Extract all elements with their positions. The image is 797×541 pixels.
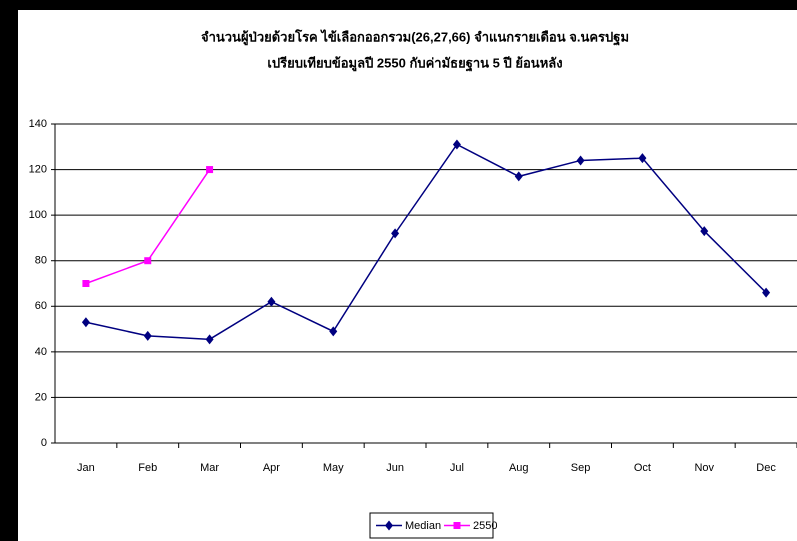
y-tick-label: 60 xyxy=(35,300,47,312)
point-marker xyxy=(82,280,90,287)
point-marker xyxy=(638,153,647,164)
x-tick-label: Mar xyxy=(200,462,219,474)
chart-background xyxy=(18,10,797,541)
chart-subtitle: เปรียบเทียบข้อมูลปี 2550 กับค่ามัธยฐาน 5… xyxy=(267,55,562,72)
legend-marker xyxy=(385,520,393,531)
point-marker xyxy=(143,330,152,341)
y-tick-label: 100 xyxy=(29,209,47,221)
x-tick-label: May xyxy=(323,462,344,474)
legend-marker xyxy=(453,522,461,529)
point-marker xyxy=(391,228,400,239)
point-marker xyxy=(452,139,461,150)
x-tick-label: Jul xyxy=(450,462,464,474)
x-tick-label: Dec xyxy=(756,462,776,474)
x-tick-label: Jun xyxy=(386,462,404,474)
point-marker xyxy=(762,287,771,298)
x-tick-label: Feb xyxy=(138,462,157,474)
legend-label: Median xyxy=(405,520,441,532)
point-marker xyxy=(206,166,214,174)
point-marker xyxy=(576,155,585,166)
x-tick-label: Jan xyxy=(77,462,95,474)
y-tick-label: 120 xyxy=(29,163,47,175)
point-marker xyxy=(205,334,214,345)
point-marker xyxy=(329,326,338,337)
legend-label: 2550 xyxy=(473,520,497,532)
chart-title: จำนวนผู้ป่วยด้วยโรค ไข้เลือกออกรวม(26,27… xyxy=(201,28,629,46)
y-tick-label: 140 xyxy=(29,118,47,130)
y-tick-label: 40 xyxy=(35,346,47,358)
point-marker xyxy=(700,226,709,237)
point-marker xyxy=(514,171,523,182)
point-marker xyxy=(144,257,152,265)
y-tick-label: 20 xyxy=(35,391,47,403)
point-marker xyxy=(267,296,276,307)
x-tick-label: Oct xyxy=(634,462,651,474)
x-tick-label: Sep xyxy=(571,462,591,474)
series-line xyxy=(85,143,767,341)
x-tick-label: Apr xyxy=(263,462,280,474)
x-tick-label: Aug xyxy=(509,462,529,474)
point-marker xyxy=(81,317,90,328)
y-tick-label: 0 xyxy=(41,437,47,449)
x-tick-label: Nov xyxy=(694,462,714,474)
y-tick-label: 80 xyxy=(35,255,47,267)
